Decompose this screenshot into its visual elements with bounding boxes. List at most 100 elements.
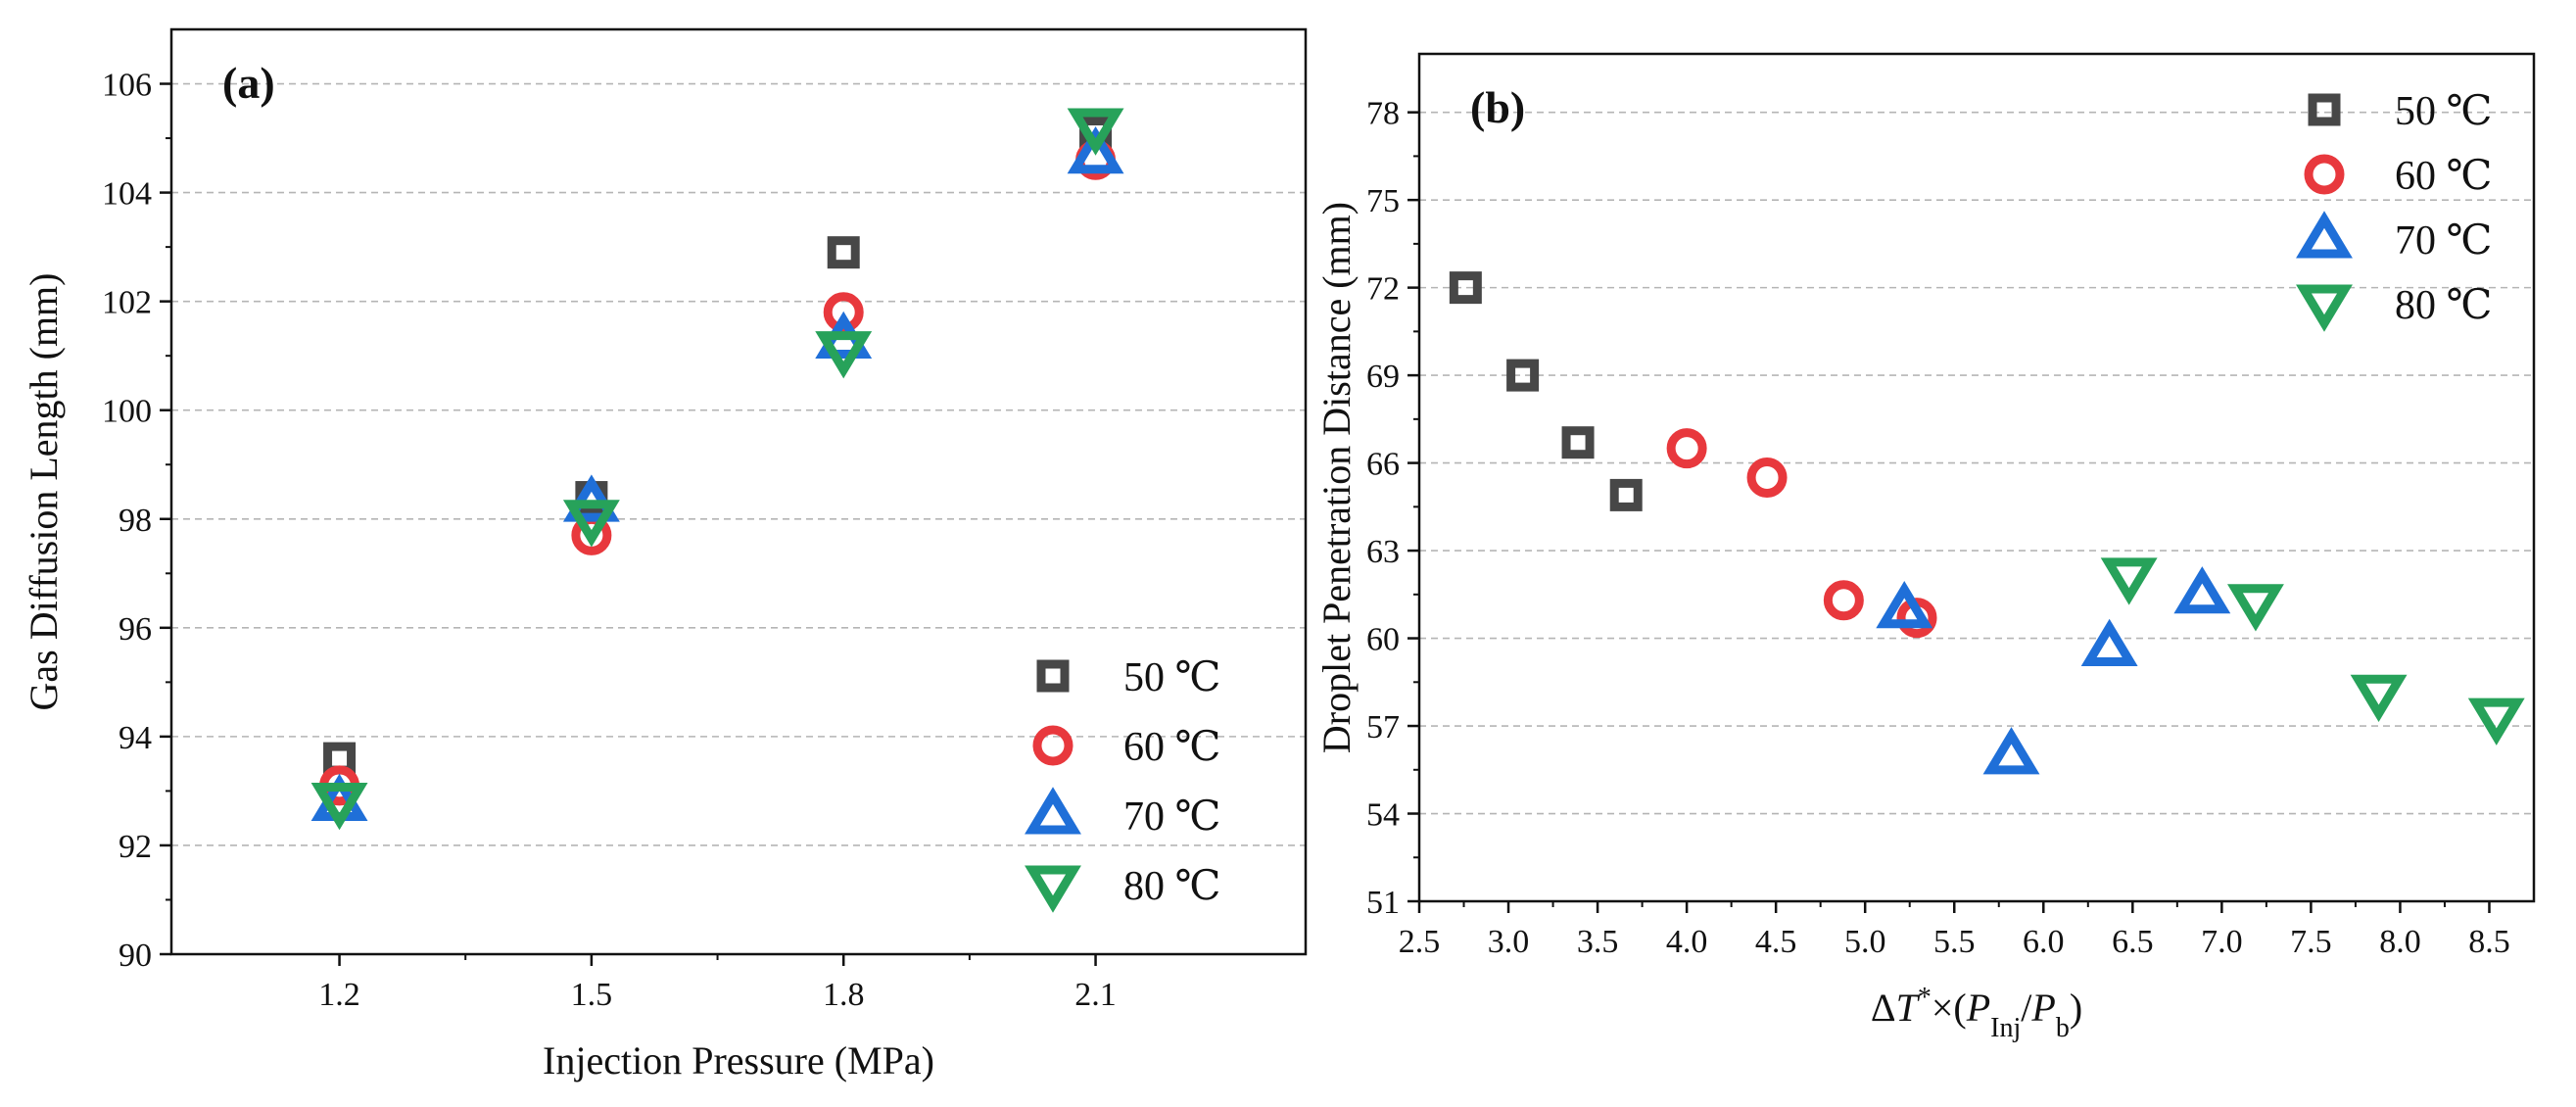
y-axis: 51 54 57 60 63 66 69 72 75 78: [1366, 96, 1419, 921]
data-point: [1609, 478, 1643, 511]
gridlines: [1419, 111, 2534, 815]
x-axis: 2.5 3.0 3.5 4.0 4.5 5.0 5.5 6.0 6.5 7.0 7.5 8.0 8.5: [1399, 901, 2510, 960]
legend-label: 50 ℃: [2395, 89, 2492, 134]
plot-frame: [1417, 52, 2536, 903]
x-tick-label: 7.0: [2201, 924, 2243, 960]
data-point: [2467, 698, 2525, 746]
x-axis: 1.2 1.5 1.8 2.1: [318, 954, 1117, 1013]
x-axis-title-part: T: [1896, 986, 1921, 1030]
y-tick-label: 104: [102, 176, 152, 213]
x-axis-title-part: Inj: [1990, 1013, 2021, 1043]
panel-a: 90 92 94 96 98 100 102 104 106 1.2 1.5 1.8 2.1 (a) Gas…: [22, 27, 1308, 1083]
data-point: [1067, 108, 1124, 156]
series-3: [310, 125, 1124, 822]
y-tick-label: 54: [1366, 797, 1400, 834]
y-tick-label: 98: [119, 503, 152, 539]
data-point: [2227, 584, 2284, 632]
legend: 50 ℃ 60 ℃ 70 ℃ 80 ℃: [2296, 89, 2492, 332]
y-tick-label: 66: [1366, 447, 1400, 483]
plot-frame: [169, 27, 1308, 956]
y-axis-title: Droplet Penetration Distance (mm): [1314, 202, 1359, 753]
data-point: [310, 783, 368, 831]
series-4: [310, 108, 1124, 831]
panel-b: 51 54 57 60 63 66 69 72 75 78 2.5 3.0 3.5 4.0 4.5 5.0 5.…: [1314, 52, 2536, 1043]
legend-label: 60 ℃: [1123, 725, 1220, 770]
y-tick-label: 96: [119, 611, 152, 648]
series-2: [1666, 428, 1937, 639]
x-tick-label: 1.5: [571, 977, 613, 1013]
panel-label: (a): [222, 58, 275, 108]
x-tick-label: 8.5: [2468, 924, 2510, 960]
x-axis-title-part: b: [2056, 1013, 2070, 1043]
x-tick-label: 5.0: [1844, 924, 1886, 960]
y-tick-label: 57: [1366, 709, 1400, 746]
legend-label: 70 ℃: [2395, 218, 2492, 264]
data-point: [2080, 618, 2138, 666]
x-tick-label: 4.0: [1666, 924, 1708, 960]
y-tick-label: 100: [102, 394, 152, 430]
x-tick-label: 6.5: [2112, 924, 2154, 960]
data-point: [827, 236, 860, 269]
legend-marker: [2296, 284, 2353, 332]
data-point: [2100, 557, 2158, 605]
legend: 50 ℃ 60 ℃ 70 ℃ 80 ℃: [1025, 655, 1220, 913]
y-tick-label: 102: [102, 285, 152, 321]
panel-label: (b): [1470, 82, 1525, 132]
x-axis-title-part: /: [2021, 986, 2032, 1030]
data-point: [2350, 674, 2408, 722]
gridlines: [171, 82, 1306, 846]
y-tick-label: 72: [1366, 271, 1400, 308]
x-axis-title-part: ): [2070, 986, 2082, 1030]
x-tick-label: 3.5: [1577, 924, 1619, 960]
legend-marker: [1025, 787, 1081, 835]
x-tick-label: 2.1: [1074, 977, 1117, 1013]
x-axis-title-part: ×(: [1932, 986, 1967, 1030]
data-point: [2173, 566, 2231, 614]
data-point: [562, 500, 620, 548]
data-point: [1449, 271, 1482, 305]
y-tick-label: 60: [1366, 622, 1400, 658]
series-2: [319, 139, 1117, 806]
y-tick-label: 75: [1366, 183, 1400, 219]
y-tick-label: 69: [1366, 359, 1400, 395]
x-axis-title-part: Δ: [1871, 986, 1896, 1030]
x-tick-label: 8.0: [2379, 924, 2421, 960]
legend-marker: [2296, 211, 2353, 259]
legend-marker: [1036, 659, 1070, 693]
legend-label: 70 ℃: [1123, 794, 1220, 840]
x-axis-title: Injection Pressure (MPa): [543, 1038, 934, 1083]
y-tick-label: 78: [1366, 96, 1400, 132]
series-3: [1876, 566, 2231, 775]
data-point: [1506, 359, 1540, 392]
x-tick-label: 1.2: [318, 977, 360, 1013]
y-tick-label: 63: [1366, 534, 1400, 570]
x-tick-label: 1.8: [823, 977, 865, 1013]
data-point: [1982, 727, 2040, 775]
y-axis-title: Gas Diffusion Length (mm): [22, 273, 66, 711]
y-tick-label: 94: [119, 720, 152, 756]
data-point: [1561, 426, 1595, 459]
legend-label: 50 ℃: [1123, 655, 1220, 700]
series-4: [2100, 557, 2525, 746]
legend-marker: [2308, 93, 2341, 126]
y-tick-label: 106: [102, 68, 152, 104]
data-point: [1876, 580, 1933, 629]
x-axis-title-part: P: [1966, 986, 1990, 1030]
x-tick-label: 4.5: [1755, 924, 1797, 960]
x-tick-label: 2.5: [1399, 924, 1441, 960]
data-point: [1746, 457, 1788, 498]
legend-label: 80 ℃: [2395, 283, 2492, 328]
x-tick-label: 6.0: [2023, 924, 2065, 960]
y-tick-label: 92: [119, 829, 152, 865]
y-tick-label: 51: [1366, 885, 1400, 921]
x-axis-title-part: *: [1918, 983, 1932, 1013]
data-point: [1823, 580, 1864, 621]
legend-marker: [1025, 865, 1081, 913]
legend-label: 80 ℃: [1123, 864, 1220, 909]
data-point: [1067, 125, 1124, 174]
x-tick-label: 7.5: [2290, 924, 2332, 960]
data-points: [310, 108, 1124, 831]
y-tick-label: 90: [119, 938, 152, 974]
series-1: [1449, 271, 1643, 511]
